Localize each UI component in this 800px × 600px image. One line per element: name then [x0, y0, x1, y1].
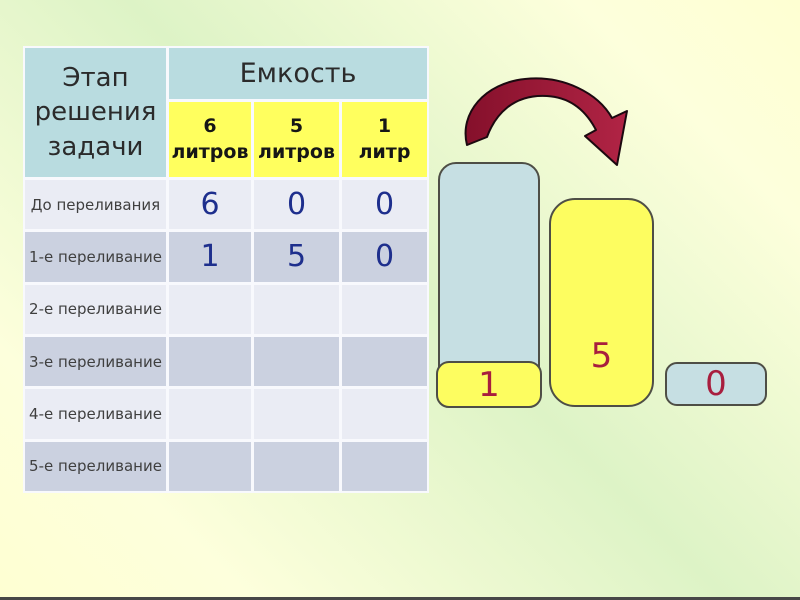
curved-pour-arrow-icon [455, 73, 635, 183]
container-6l-water-level: 1 [436, 361, 542, 408]
table-cell: 6 [169, 180, 251, 230]
table-cell [342, 441, 427, 491]
capacity-header: Емкость [169, 48, 427, 99]
table-cell [169, 284, 251, 334]
row-label: До переливания [25, 180, 166, 230]
table-cell: 1 [169, 232, 251, 282]
column-header-1l: 1 литр [342, 102, 427, 177]
container-5l: 5 [549, 198, 654, 407]
table-cell [342, 389, 427, 439]
table-cell: 5 [254, 232, 339, 282]
table-cell [254, 336, 339, 387]
table-cell [254, 284, 339, 334]
row-label: 1-е переливание [25, 232, 166, 282]
table-cell: 0 [254, 180, 339, 230]
row-label: 5-е переливание [25, 441, 166, 491]
row-label: 3-е переливание [25, 336, 166, 387]
pouring-steps-table: Этап решения задачи Емкость 6 литров 5 л… [23, 46, 429, 493]
column-header-5l: 5 литров [254, 102, 339, 177]
slide-bottom-edge [0, 597, 800, 600]
container-5l-amount: 5 [590, 336, 613, 376]
container-6l-amount: 1 [478, 364, 500, 405]
table-cell [342, 336, 427, 387]
row-label: 4-е переливание [25, 389, 166, 439]
container-1l-amount: 0 [705, 364, 727, 404]
table-cell [169, 389, 251, 439]
table-cell [254, 441, 339, 491]
stage-header: Этап решения задачи [25, 48, 166, 177]
table-cell [169, 336, 251, 387]
container-1l: 0 [665, 362, 767, 406]
column-header-6l: 6 литров [169, 102, 251, 177]
table-cell: 0 [342, 232, 427, 282]
table-cell: 0 [342, 180, 427, 230]
table-cell [254, 389, 339, 439]
table-cell [169, 441, 251, 491]
table-cell [342, 284, 427, 334]
row-label: 2-е переливание [25, 284, 166, 334]
container-6l [438, 162, 540, 400]
